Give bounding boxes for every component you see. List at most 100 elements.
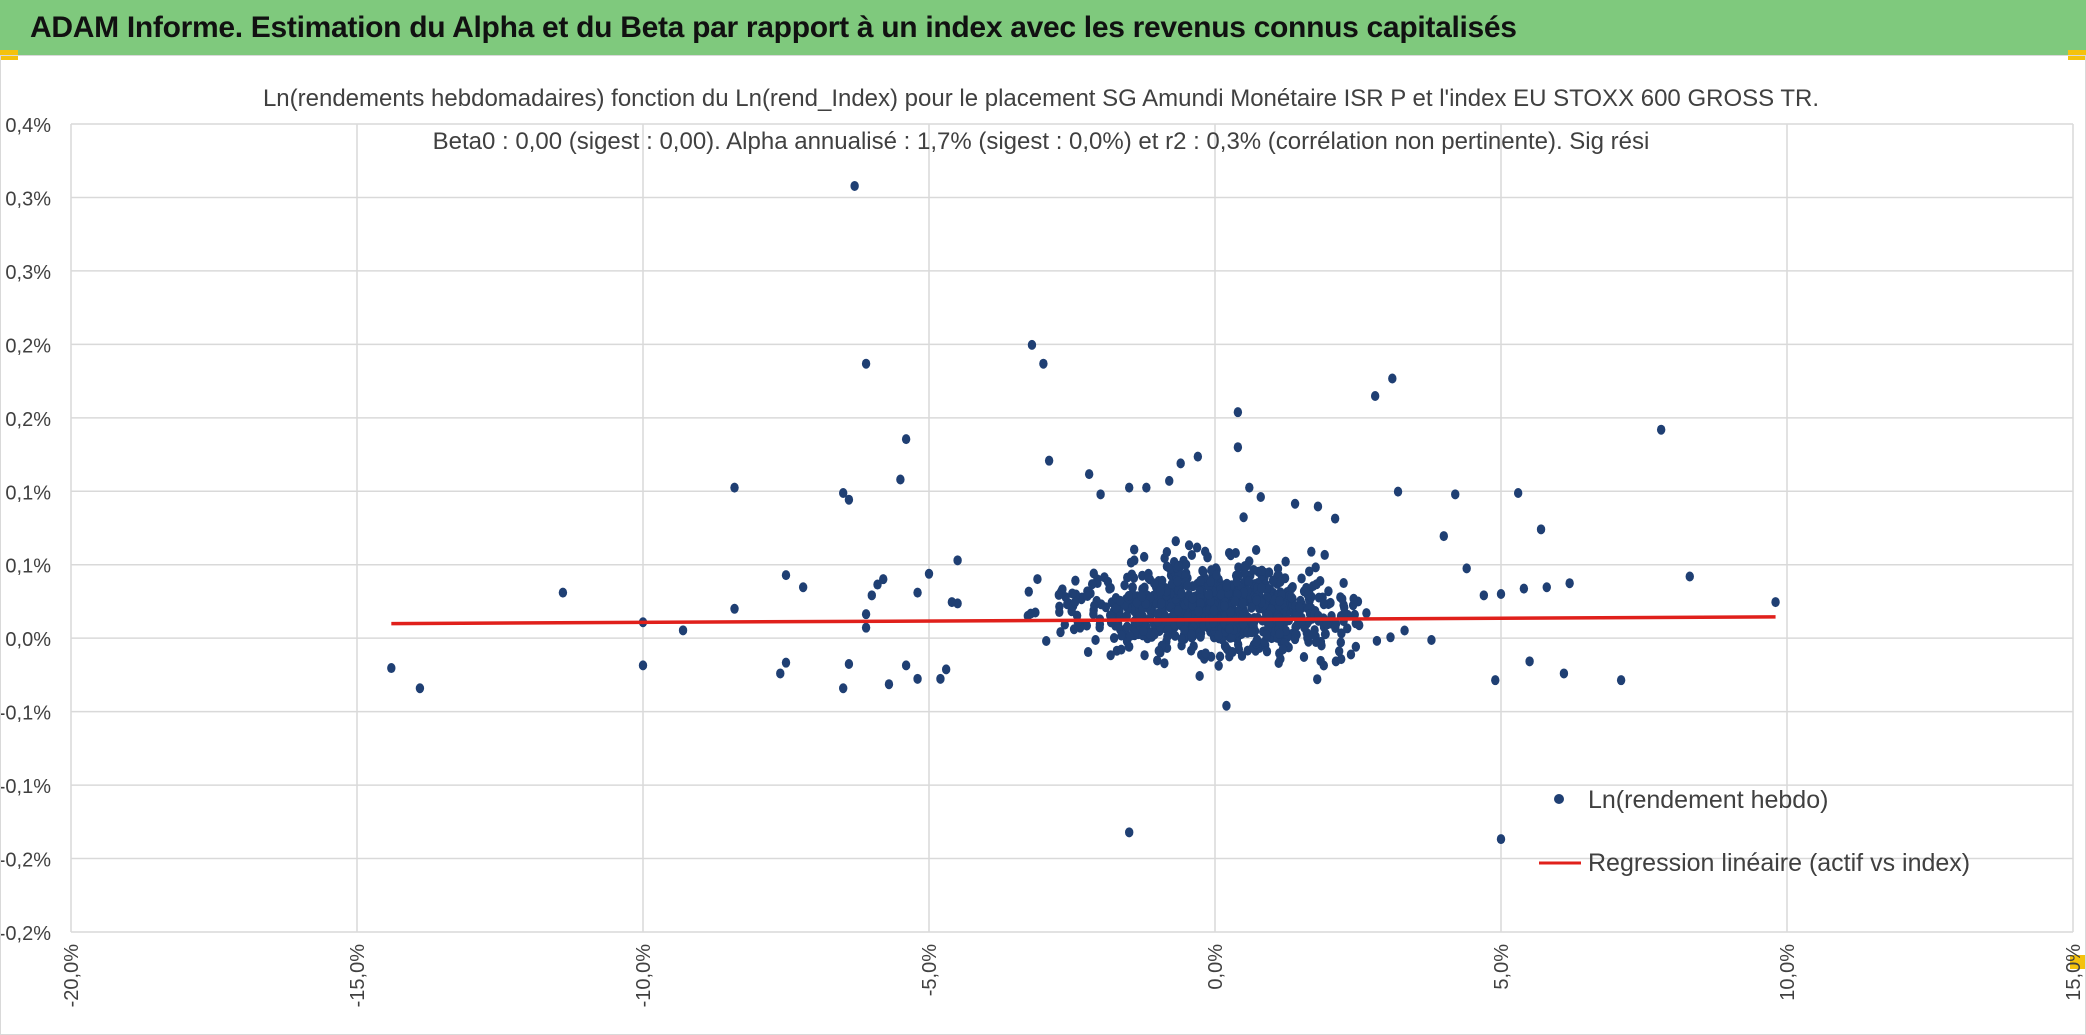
- data-point: [1228, 647, 1237, 658]
- data-point: [1305, 566, 1314, 577]
- data-point: [1083, 647, 1093, 658]
- data-point: [1231, 548, 1240, 559]
- data-point: [1111, 603, 1121, 614]
- data-point: [1268, 575, 1278, 586]
- data-point: [1233, 442, 1243, 453]
- data-point: [1115, 595, 1125, 606]
- data-point: [1247, 627, 1256, 638]
- data-point: [1071, 575, 1080, 586]
- x-tick-label: -5,0%: [919, 944, 941, 996]
- data-point: [1251, 544, 1261, 555]
- data-point: [947, 597, 957, 608]
- data-point: [1239, 587, 1249, 598]
- data-point: [1290, 498, 1300, 509]
- data-point: [1117, 630, 1126, 641]
- data-point: [1124, 641, 1133, 652]
- data-point: [1496, 834, 1506, 845]
- data-point: [1308, 629, 1318, 640]
- data-point: [1290, 634, 1300, 645]
- data-point: [730, 603, 739, 614]
- data-point: [1491, 675, 1500, 686]
- data-point: [861, 622, 871, 633]
- data-point: [1346, 649, 1356, 660]
- data-point: [1157, 575, 1167, 586]
- data-point: [1163, 631, 1172, 642]
- data-point: [1069, 624, 1079, 635]
- data-point: [896, 474, 905, 485]
- data-point: [1091, 634, 1100, 645]
- chart-frame: 0,4% 0,3% 0,3% 0,2% 0,2% 0,1% 0,1% 0,0% -0,1% -0,…: [0, 55, 2086, 1035]
- data-point: [1685, 571, 1694, 582]
- data-point: [1462, 563, 1471, 574]
- data-point: [1120, 580, 1129, 591]
- data-point: [1160, 658, 1169, 669]
- data-point: [1386, 632, 1395, 643]
- data-point: [1174, 560, 1183, 571]
- data-point: [798, 582, 808, 593]
- data-point: [901, 434, 911, 445]
- data-point: [1087, 579, 1097, 590]
- data-point: [1117, 644, 1126, 655]
- data-point: [1249, 564, 1258, 575]
- data-point: [415, 683, 425, 694]
- y-tick-label: 0,2%: [5, 335, 51, 357]
- data-point: [1330, 513, 1340, 524]
- data-point: [558, 587, 568, 598]
- data-point: [1181, 559, 1191, 570]
- data-point: [1070, 597, 1080, 608]
- data-point: [1233, 639, 1243, 650]
- data-point: [1150, 578, 1159, 589]
- x-tick-label: -15,0%: [347, 944, 369, 1008]
- data-point: [1124, 590, 1133, 601]
- data-point: [1337, 628, 1346, 639]
- data-point: [1316, 655, 1325, 666]
- data-point: [1193, 451, 1203, 462]
- data-point: [1096, 489, 1105, 500]
- data-point: [1056, 627, 1065, 638]
- report-title: ADAM Informe. Estimation du Alpha et du …: [30, 10, 1517, 44]
- data-point: [1336, 654, 1346, 665]
- legend-label-points: Ln(rendement hebdo): [1588, 786, 1828, 814]
- scatter-chart: 0,4% 0,3% 0,3% 0,2% 0,2% 0,1% 0,1% 0,0% -0,1% -0,…: [1, 85, 2085, 1008]
- data-point: [1303, 589, 1313, 600]
- data-point: [1226, 606, 1235, 617]
- chart-legend: Ln(rendement hebdo) Regression linéaire …: [1539, 786, 1970, 877]
- data-point: [1150, 629, 1159, 640]
- data-point: [1209, 605, 1219, 616]
- data-point: [1320, 549, 1329, 560]
- data-point: [1372, 635, 1382, 646]
- scatter-points: [387, 180, 1780, 845]
- data-point: [1220, 600, 1229, 611]
- data-point: [1173, 576, 1182, 587]
- data-point: [1101, 602, 1111, 613]
- data-point: [781, 657, 791, 668]
- data-point: [1031, 607, 1040, 618]
- data-point: [1222, 581, 1231, 592]
- data-point: [1186, 645, 1196, 656]
- data-point: [1194, 606, 1203, 617]
- data-point: [1240, 561, 1250, 572]
- data-point: [1137, 591, 1147, 602]
- data-point: [1039, 358, 1048, 369]
- data-point: [1033, 574, 1042, 585]
- report-banner: ADAM Informe. Estimation du Alpha et du …: [0, 0, 2086, 55]
- data-point: [1252, 595, 1261, 606]
- data-point: [1247, 602, 1256, 613]
- data-point: [638, 660, 648, 671]
- data-point: [1354, 620, 1364, 631]
- data-point: [884, 679, 894, 690]
- data-point: [730, 482, 739, 493]
- data-point: [1351, 641, 1361, 652]
- data-point: [1060, 619, 1070, 630]
- data-point: [1201, 648, 1210, 659]
- data-point: [1196, 631, 1205, 642]
- data-point: [678, 625, 688, 636]
- data-point: [1388, 373, 1397, 384]
- data-point: [1496, 588, 1506, 599]
- data-point: [1206, 576, 1215, 587]
- data-point: [1176, 458, 1185, 469]
- data-point: [924, 568, 934, 579]
- data-point: [1542, 582, 1551, 593]
- data-point: [1140, 650, 1149, 661]
- data-point: [1095, 622, 1104, 633]
